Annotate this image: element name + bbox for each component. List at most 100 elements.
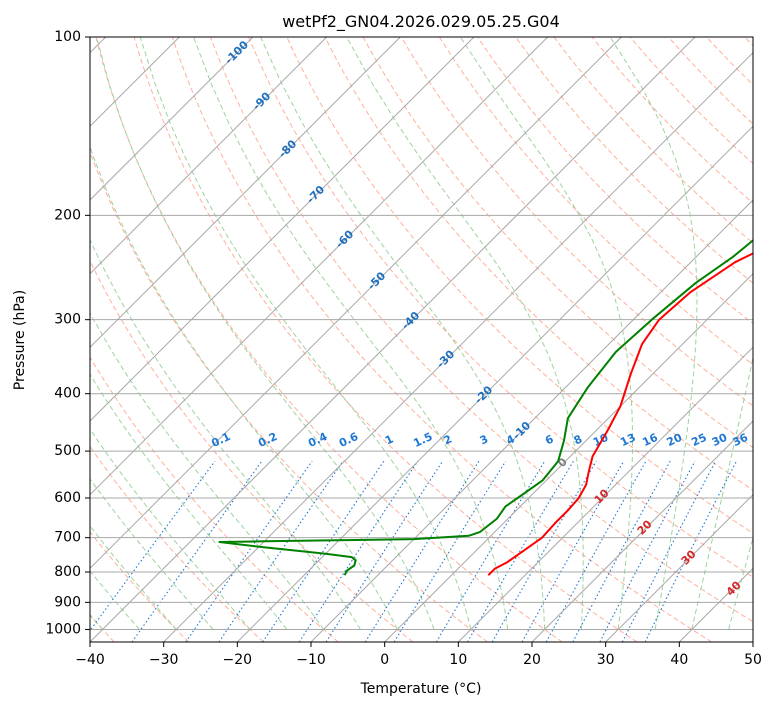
mixing-ratio-line — [521, 460, 625, 642]
moist-adiabat-label: 10 — [592, 486, 612, 506]
moist-adiabat-line — [90, 478, 214, 630]
x-tick-label: 10 — [449, 652, 467, 668]
isotherm-line — [310, 199, 753, 642]
moist-adiabat-line — [96, 37, 435, 630]
mixing-ratio-label: 30 — [710, 431, 730, 449]
moist-adiabat-line — [90, 145, 398, 630]
isotherm-line — [531, 420, 753, 642]
isotherm-line — [90, 37, 475, 422]
dry-adiabat-line — [90, 259, 414, 642]
dry-adiabat-line — [477, 37, 753, 325]
y-axis-label: Pressure (hPa) — [12, 290, 28, 390]
dry-adiabat-line — [591, 37, 753, 204]
moist-adiabat-line — [90, 428, 251, 630]
x-tick-label: −40 — [75, 652, 105, 668]
dry-adiabat-line — [95, 37, 563, 642]
mixing-ratio-line — [262, 460, 385, 642]
y-axis: 100 200 300 400 500 600 700 800 900 1000 — [45, 29, 90, 637]
dry-adiabat-line — [324, 37, 753, 491]
mixing-ratio-line — [467, 460, 574, 642]
moist-adiabat-label: 30 — [679, 547, 699, 567]
y-tick-label: 400 — [54, 386, 81, 402]
mixing-ratio-label: 6 — [543, 432, 556, 447]
dry-adiabat-line — [286, 37, 753, 534]
y-tick-label: 900 — [54, 594, 81, 610]
isotherm-line — [90, 37, 401, 349]
y-tick-label: 100 — [54, 29, 81, 45]
mixing-ratio-label: 36 — [731, 431, 751, 449]
moist-adiabat-line — [691, 354, 753, 630]
isotherm-line — [90, 37, 622, 570]
mixing-ratio-label: 20 — [665, 431, 685, 449]
isotherm-line — [605, 493, 753, 642]
moist-adiabat-line — [346, 37, 584, 630]
x-tick-label: 20 — [523, 652, 541, 668]
isotherm-line — [90, 37, 549, 496]
moist-adiabat-line — [90, 311, 325, 630]
mixing-ratio-label: 1.5 — [411, 430, 434, 450]
dry-adiabat-line — [248, 37, 753, 578]
y-tick-label: 1000 — [45, 621, 81, 637]
plot-frame — [89, 36, 754, 643]
x-tick-label: −20 — [223, 652, 253, 668]
moist-adiabat-line — [193, 37, 509, 630]
x-tick-label: 40 — [670, 652, 688, 668]
mixing-ratio-line — [364, 460, 480, 642]
mixing-ratio-line — [325, 460, 444, 642]
mixing-ratio-label: 25 — [689, 431, 708, 449]
mixing-ratio-label: 0.4 — [306, 430, 329, 450]
x-axis-label: Temperature (°C) — [360, 681, 482, 697]
dry-adiabat-line — [210, 37, 753, 623]
mixing-ratio-line — [491, 460, 597, 642]
mixing-ratio-label: 8 — [572, 432, 584, 447]
dry-adiabat-line — [706, 37, 753, 86]
y-tick-label: 700 — [54, 530, 81, 546]
mixing-ratio-line — [572, 460, 671, 642]
moist-adiabat-line — [766, 37, 775, 629]
background-lines — [90, 37, 775, 642]
isotherm-line — [752, 641, 753, 642]
moist-adiabat-label: 20 — [635, 517, 655, 537]
dry-adiabat-line — [668, 37, 753, 125]
mixing-ratio-line — [185, 460, 313, 642]
moist-adiabat-line — [90, 238, 361, 630]
mixing-ratio-label: 1 — [383, 432, 395, 447]
y-tick-label: 500 — [54, 443, 81, 459]
mixing-ratio-label: 0.1 — [209, 430, 232, 450]
isotherm-line — [90, 37, 328, 275]
x-tick-label: 0 — [380, 652, 389, 668]
dry-adiabat-line — [438, 37, 753, 366]
mixing-ratio-line — [599, 460, 696, 642]
dry-adiabat-line — [133, 37, 638, 642]
dry-adiabat-line — [553, 37, 753, 244]
isotherm-line — [163, 51, 753, 642]
y-tick-label: 200 — [54, 207, 81, 223]
y-tick-label: 800 — [54, 564, 81, 580]
profiles — [218, 239, 753, 576]
dewpoint-profile-line — [218, 239, 753, 576]
x-tick-label: −10 — [296, 652, 326, 668]
isotherm-line — [90, 37, 254, 201]
isobar-gridlines — [90, 37, 753, 630]
x-tick-label: −30 — [149, 652, 179, 668]
isotherm-lines — [90, 37, 753, 642]
temperature-profile-line — [487, 252, 753, 576]
isotherm-line — [90, 37, 696, 642]
mixing-ratio-label: 13 — [618, 431, 637, 449]
isotherm-line — [384, 272, 753, 642]
moist-adiabat-line — [90, 373, 288, 630]
dry-adiabat-line — [90, 356, 339, 642]
chart-title: wetPf2_GN04.2026.029.05.25.G04 — [282, 12, 560, 32]
mixing-ratio-label: 0.2 — [256, 430, 279, 450]
moist-adiabat-line — [609, 37, 698, 630]
dry-adiabat-line — [362, 37, 753, 449]
dry-adiabat-line — [400, 37, 753, 407]
dry-adiabats — [90, 37, 753, 642]
y-tick-label: 600 — [54, 490, 81, 506]
x-axis: −40 −30 −20 −10 0 10 20 30 40 50 — [75, 642, 762, 668]
moist-adiabat-line — [260, 37, 546, 630]
mixing-ratio-label: 0.6 — [337, 430, 360, 450]
moist-adiabat-line — [728, 535, 753, 630]
isotherm-line — [457, 346, 753, 642]
